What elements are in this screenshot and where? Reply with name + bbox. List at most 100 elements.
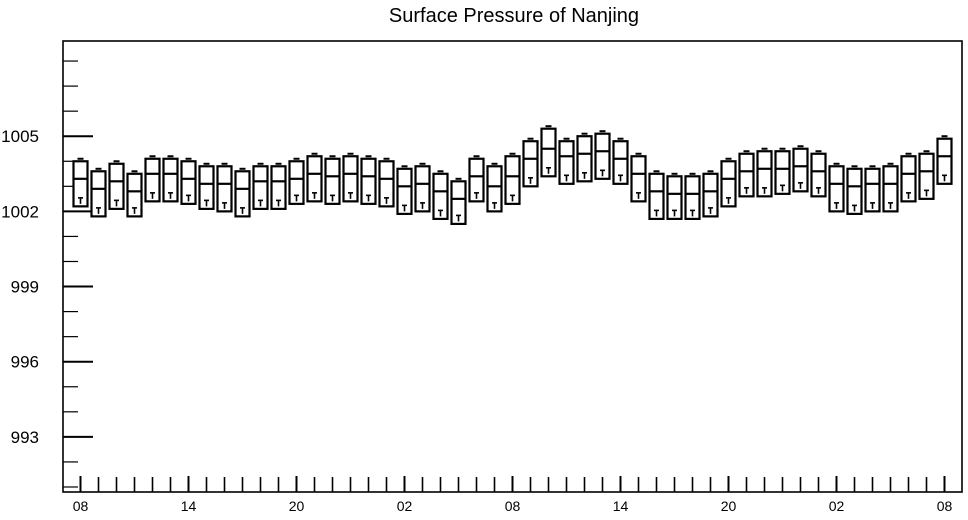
x-tick-label: 08 [937,498,953,514]
box-body [324,157,341,205]
box-body [468,157,485,203]
box [864,165,881,213]
box [648,170,665,220]
box-body [774,150,791,195]
box [828,162,845,213]
x-axis: 08 14 20 02 08 14 20 02 08 [73,476,953,514]
box [126,170,143,218]
box-body [198,165,215,210]
box [540,125,557,178]
box-body [360,157,377,205]
box-body [126,172,143,218]
box-body [414,165,431,213]
box-body [216,165,233,213]
box [918,150,935,200]
box [594,130,611,180]
box [846,165,863,215]
box [324,155,341,205]
box [270,162,287,210]
box-body [378,160,395,208]
box-body [648,172,665,220]
box-body [900,155,917,203]
box-body [144,157,161,203]
box-body [630,155,647,203]
box [288,157,305,205]
x-tick-label: 14 [181,498,197,514]
x-tick-label: 02 [829,498,845,514]
box-body [108,162,125,210]
box-body [756,150,773,198]
y-tick-label: 1005 [1,127,39,146]
box-body [720,160,737,208]
box [360,155,377,205]
box-body [180,160,197,205]
box-body [594,132,611,180]
box-body [234,170,251,218]
box [630,152,647,203]
box [504,152,521,205]
x-tick-label: 08 [73,498,89,514]
box-body [738,152,755,198]
y-tick-label: 993 [11,428,39,447]
box [882,162,899,213]
box [198,162,215,210]
box [684,172,701,220]
box-body [792,147,809,193]
box [144,155,161,203]
box [306,152,323,203]
box-body [162,157,179,203]
box [342,152,359,203]
box [72,157,89,208]
box [522,137,539,188]
box [558,137,575,185]
box [702,170,719,218]
box-body [864,167,881,213]
box [432,170,449,220]
y-tick-label: 999 [11,278,39,297]
box-body [504,155,521,205]
box [936,135,953,185]
box-body [432,172,449,220]
box-body [558,140,575,185]
box [216,162,233,213]
box [612,137,629,185]
box [810,150,827,198]
box-body [576,135,593,183]
box [90,167,107,218]
box-body [450,180,467,226]
box [162,155,179,203]
box [414,162,431,213]
chart-title: Surface Pressure of Nanjing [389,5,639,27]
box-body [882,165,899,213]
box-body [486,165,503,213]
box-body [666,175,683,220]
box [738,150,755,198]
box [900,152,917,203]
box-body [252,165,269,210]
x-tick-label: 14 [613,498,629,514]
box-body [306,155,323,203]
box [720,157,737,208]
box-body [684,175,701,220]
box-body [936,137,953,185]
x-tick-label: 02 [397,498,413,514]
box-body [90,170,107,218]
y-tick-label: 996 [11,353,39,372]
box [180,157,197,205]
box [774,147,791,195]
x-tick-label: 20 [721,498,737,514]
box-body [270,165,287,210]
y-tick-label: 1002 [1,202,39,221]
box [108,160,125,210]
box-body [72,160,89,208]
box [576,132,593,183]
box-body [540,127,557,178]
box [450,177,467,226]
box-body [342,155,359,203]
y-axis: 993 996 999 1002 1005 [1,60,93,488]
box-body [846,167,863,215]
box-series [72,125,953,226]
box [666,172,683,220]
